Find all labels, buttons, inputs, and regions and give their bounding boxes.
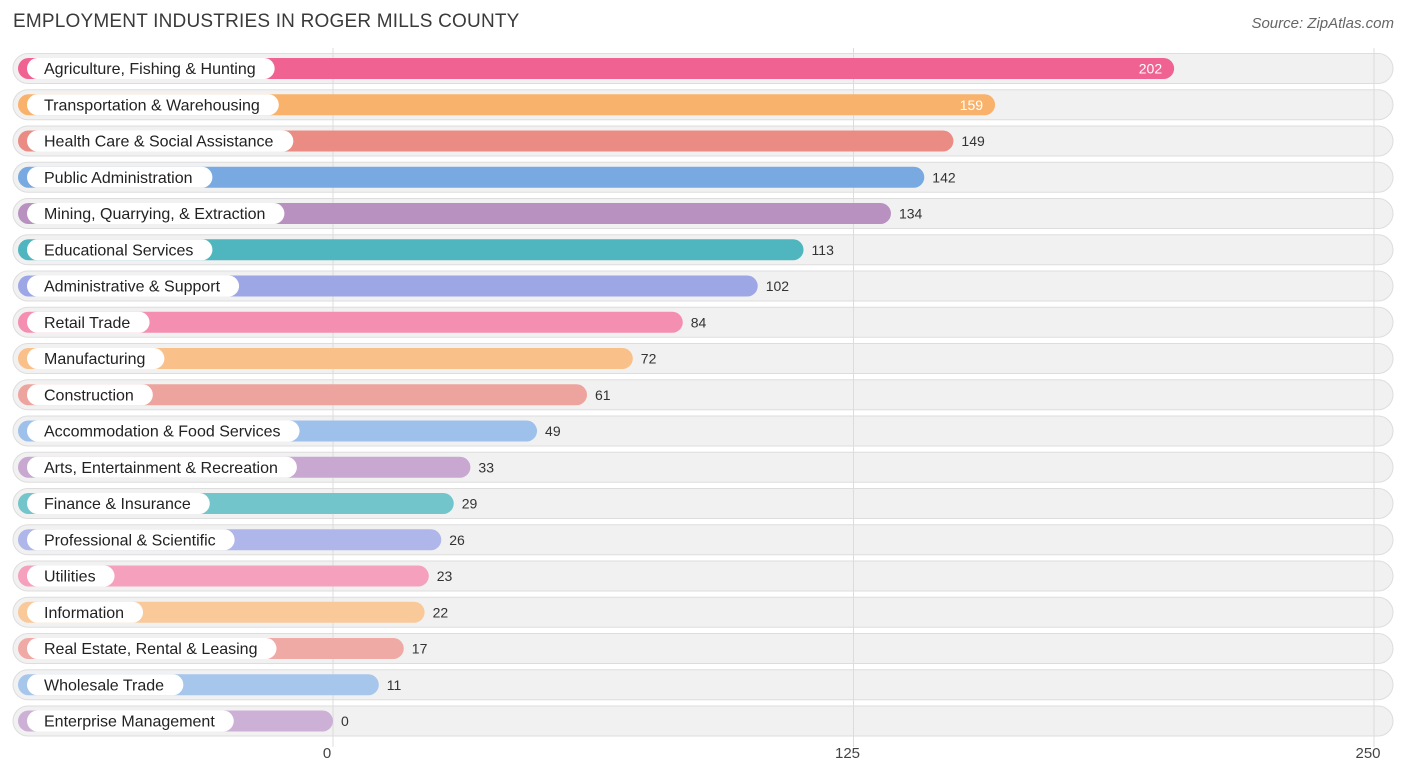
value-label: 23: [437, 568, 453, 584]
category-label: Information: [44, 605, 124, 622]
category-label: Administrative & Support: [44, 279, 221, 296]
value-label: 72: [641, 351, 657, 367]
category-label-pill: [27, 710, 234, 732]
category-label: Arts, Entertainment & Recreation: [44, 460, 278, 477]
category-label: Transportation & Warehousing: [44, 97, 260, 114]
bar: [18, 166, 925, 188]
value-label: 159: [960, 97, 984, 113]
category-label: Finance & Insurance: [44, 496, 191, 513]
category-label: Real Estate, Rental & Leasing: [44, 641, 257, 658]
category-label-pill: [27, 529, 235, 551]
bar: [18, 565, 429, 587]
tick-label: 0: [323, 745, 331, 762]
category-label-pill: [27, 203, 285, 224]
value-label: 11: [387, 677, 402, 693]
value-label: 49: [545, 423, 561, 439]
category-label-pill: [27, 239, 213, 261]
category-label-pill: [27, 384, 153, 406]
value-label: 142: [932, 169, 956, 185]
category-label-pill: [27, 493, 210, 514]
row-background: [12, 705, 1394, 737]
category-label-pill: [27, 311, 150, 333]
category-label-pill: [27, 674, 184, 696]
category-label: Agriculture, Fishing & Hunting: [44, 61, 256, 78]
tick-label: 250: [1355, 745, 1380, 762]
category-label-pill: [27, 275, 240, 297]
bar: [18, 384, 588, 406]
chart-title: EMPLOYMENT INDUSTRIES IN ROGER MILLS COU…: [13, 11, 520, 32]
category-label: Educational Services: [44, 242, 193, 259]
category-label: Manufacturing: [44, 351, 145, 368]
category-label-pill: [27, 130, 294, 152]
category-label: Enterprise Management: [44, 714, 215, 731]
category-label-pill: [27, 348, 165, 369]
category-label: Accommodation & Food Services: [44, 424, 281, 441]
bar: [18, 58, 1175, 79]
value-label: 0: [341, 713, 349, 729]
category-label-pill: [27, 58, 275, 79]
bars: Agriculture, Fishing & Hunting 202 Transpo…: [18, 58, 1175, 732]
category-label: Construction: [44, 387, 134, 404]
category-label: Health Care & Social Assistance: [44, 134, 274, 151]
value-label: 84: [691, 314, 707, 330]
x-axis-ticks: 0 125 250: [323, 745, 1381, 762]
category-label: Retail Trade: [44, 315, 130, 332]
category-label-pill: [27, 601, 144, 623]
value-label: 134: [899, 206, 923, 222]
category-label: Public Administration: [44, 170, 193, 187]
value-label: 113: [812, 242, 835, 258]
category-label-pill: [27, 638, 277, 659]
category-label-pill: [27, 420, 300, 442]
value-label: 149: [961, 133, 985, 149]
source-note: Source: ZipAtlas.com: [1251, 15, 1394, 32]
category-label: Mining, Quarrying, & Extraction: [44, 206, 265, 223]
category-label-pill: [27, 565, 115, 587]
category-label-pill: [27, 456, 297, 478]
bar: [18, 348, 633, 369]
category-label-pill: [27, 166, 213, 188]
value-label: 26: [449, 532, 465, 548]
category-label: Professional & Scientific: [44, 532, 216, 549]
bar: [18, 311, 683, 333]
bar: [18, 239, 804, 261]
value-label: 17: [412, 641, 428, 657]
category-label: Wholesale Trade: [44, 677, 164, 694]
category-label-pill: [27, 94, 279, 116]
value-label: 29: [462, 496, 478, 512]
value-label: 33: [478, 459, 494, 475]
value-label: 22: [433, 604, 449, 620]
tick-label: 125: [835, 745, 860, 762]
value-label: 102: [766, 278, 790, 294]
value-label: 202: [1139, 61, 1163, 77]
category-label: Utilities: [44, 569, 96, 586]
value-label: 61: [595, 387, 611, 403]
